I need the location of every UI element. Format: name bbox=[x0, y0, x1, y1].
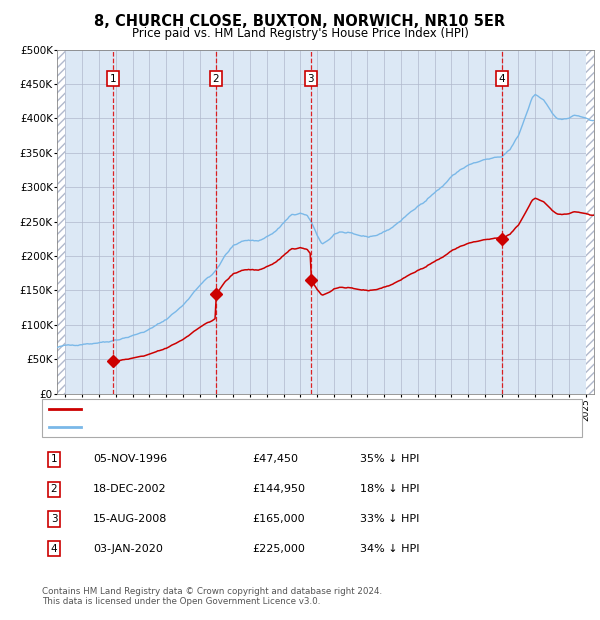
Text: £144,950: £144,950 bbox=[252, 484, 305, 494]
Text: 03-JAN-2020: 03-JAN-2020 bbox=[93, 544, 163, 554]
Text: 35% ↓ HPI: 35% ↓ HPI bbox=[360, 454, 419, 464]
Text: £225,000: £225,000 bbox=[252, 544, 305, 554]
Text: 1: 1 bbox=[50, 454, 58, 464]
Text: 3: 3 bbox=[50, 514, 58, 524]
Text: 4: 4 bbox=[50, 544, 58, 554]
Text: 2: 2 bbox=[212, 74, 219, 84]
Text: 8, CHURCH CLOSE, BUXTON, NORWICH, NR10 5ER: 8, CHURCH CLOSE, BUXTON, NORWICH, NR10 5… bbox=[94, 14, 506, 29]
Text: 33% ↓ HPI: 33% ↓ HPI bbox=[360, 514, 419, 524]
Text: 18% ↓ HPI: 18% ↓ HPI bbox=[360, 484, 419, 494]
Text: 4: 4 bbox=[499, 74, 505, 84]
Bar bbox=[57, 50, 65, 394]
Text: 1: 1 bbox=[110, 74, 116, 84]
Text: 34% ↓ HPI: 34% ↓ HPI bbox=[360, 544, 419, 554]
Text: £165,000: £165,000 bbox=[252, 514, 305, 524]
Text: 8, CHURCH CLOSE, BUXTON, NORWICH, NR10 5ER (detached house): 8, CHURCH CLOSE, BUXTON, NORWICH, NR10 5… bbox=[85, 404, 426, 414]
Text: £47,450: £47,450 bbox=[252, 454, 298, 464]
Text: 05-NOV-1996: 05-NOV-1996 bbox=[93, 454, 167, 464]
Text: HPI: Average price, detached house, Broadland: HPI: Average price, detached house, Broa… bbox=[85, 422, 320, 432]
Text: 3: 3 bbox=[307, 74, 314, 84]
Bar bbox=[586, 50, 594, 394]
Text: Price paid vs. HM Land Registry's House Price Index (HPI): Price paid vs. HM Land Registry's House … bbox=[131, 27, 469, 40]
Text: Contains HM Land Registry data © Crown copyright and database right 2024.
This d: Contains HM Land Registry data © Crown c… bbox=[42, 587, 382, 606]
Text: 18-DEC-2002: 18-DEC-2002 bbox=[93, 484, 167, 494]
Text: 2: 2 bbox=[50, 484, 58, 494]
Text: 15-AUG-2008: 15-AUG-2008 bbox=[93, 514, 167, 524]
